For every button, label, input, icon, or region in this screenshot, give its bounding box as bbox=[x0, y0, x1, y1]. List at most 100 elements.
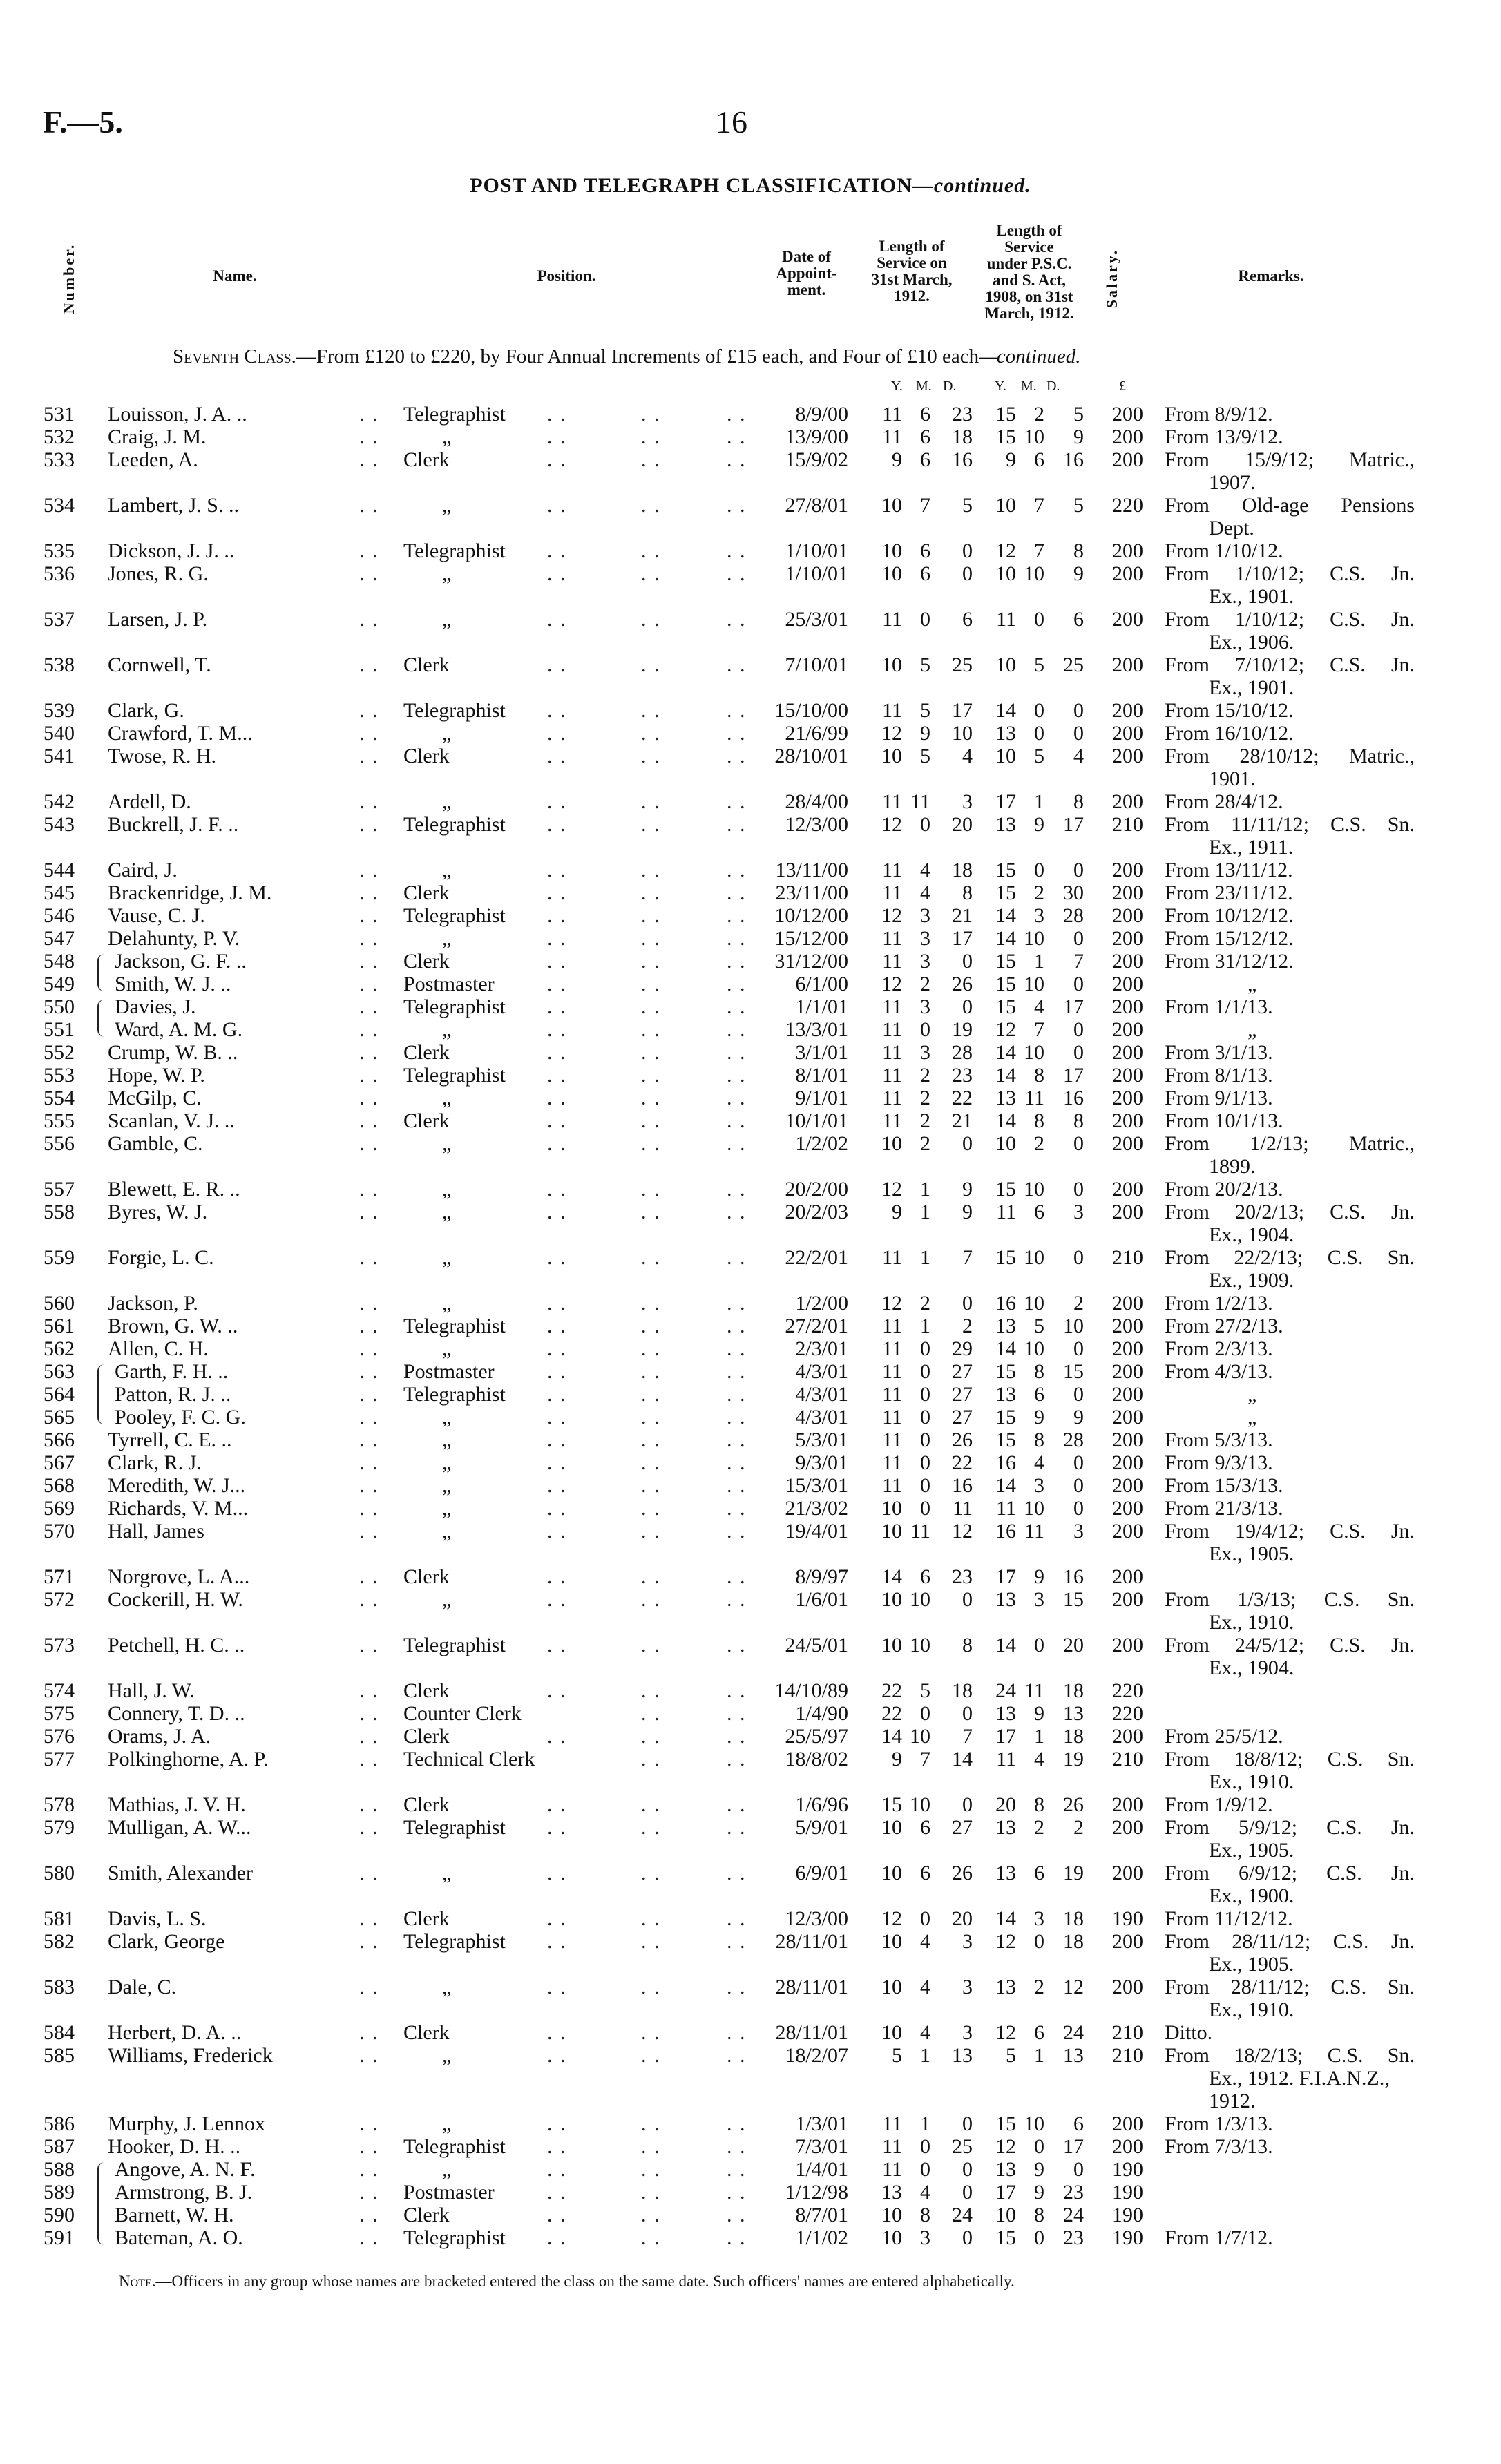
officer-name: Garth, F. H. .. bbox=[115, 1360, 229, 1383]
date-of-appointment: 14/10/89 bbox=[774, 1679, 848, 1702]
table-row: 584 Herbert, D. A. .. Clerk . . . . . . . . 28/… bbox=[0, 2021, 1501, 2044]
position: Clerk bbox=[403, 653, 450, 676]
service-psc-years: 15 bbox=[995, 2226, 1016, 2249]
service-psc-years: 10 bbox=[995, 2204, 1016, 2226]
service-1912-months: 0 bbox=[920, 1360, 930, 1383]
officer-name: McGilp, C. bbox=[108, 1087, 202, 1109]
leader-dots: . . bbox=[547, 790, 567, 813]
leader-dots: . . bbox=[359, 2226, 379, 2249]
row-number: 570 bbox=[44, 1520, 75, 1543]
table-row: 538 Cornwell, T. Clerk . . . . . . . . 7/10/01 1… bbox=[0, 653, 1501, 699]
leader-dots: . . bbox=[359, 2021, 379, 2044]
table-row: 581 Davis, L. S. Clerk . . . . . . . . 12/3/00 1… bbox=[0, 1907, 1501, 1930]
date-of-appointment: 7/10/01 bbox=[785, 653, 848, 676]
leader-dots: . . bbox=[641, 1588, 661, 1611]
service-psc-years: 15 bbox=[995, 1178, 1016, 1201]
leader-dots: . . bbox=[641, 653, 661, 676]
service-1912-years: 11 bbox=[882, 950, 902, 973]
position: „ bbox=[442, 1862, 452, 1884]
position: „ bbox=[442, 1018, 452, 1041]
remarks: From 1/10/12; C.S. Jn. Ex., 1901. bbox=[1165, 562, 1415, 608]
salary: 210 bbox=[1112, 1748, 1143, 1770]
salary: 200 bbox=[1112, 1725, 1143, 1748]
service-1912-days: 16 bbox=[952, 1474, 973, 1497]
remarks-line: From 7/10/12; C.S. Jn. bbox=[1165, 653, 1415, 676]
leader-dots: . . bbox=[359, 1246, 379, 1269]
service-1912-years: 11 bbox=[882, 1337, 902, 1360]
leader-dots: . . bbox=[641, 859, 661, 881]
leader-dots: . . bbox=[641, 813, 661, 836]
service-1912-days: 26 bbox=[952, 1429, 973, 1451]
salary: 200 bbox=[1112, 1132, 1143, 1155]
service-1912-months: 4 bbox=[920, 2181, 930, 2204]
officer-name: Davis, L. S. bbox=[108, 1907, 207, 1930]
service-1912-days: 20 bbox=[952, 813, 973, 836]
date-of-appointment: 31/12/00 bbox=[774, 950, 848, 973]
leader-dots: . . bbox=[547, 2204, 567, 2226]
position: Telegraphist bbox=[403, 904, 506, 927]
service-psc-months: 9 bbox=[1034, 1702, 1044, 1725]
position: „ bbox=[442, 1520, 452, 1543]
service-1912-years: 11 bbox=[882, 1246, 902, 1269]
service-psc-years: 15 bbox=[995, 403, 1016, 426]
service-1912-days: 0 bbox=[962, 950, 973, 973]
leader-dots: . . bbox=[727, 1930, 747, 1953]
remarks: From 15/3/13. bbox=[1165, 1474, 1415, 1497]
row-number: 550 bbox=[44, 995, 75, 1018]
header-line: 1912. bbox=[894, 287, 930, 305]
salary: 200 bbox=[1112, 608, 1143, 631]
service-1912-years: 14 bbox=[881, 1565, 902, 1588]
salary: 190 bbox=[1112, 2226, 1143, 2249]
officer-name: Angove, A. N. F. bbox=[115, 2158, 256, 2181]
remarks: From 1/9/12. bbox=[1165, 1793, 1415, 1816]
salary: 190 bbox=[1112, 2204, 1143, 2226]
service-psc-days: 0 bbox=[1073, 1451, 1084, 1474]
service-1912-months: 0 bbox=[920, 608, 930, 631]
service-psc-months: 5 bbox=[1034, 745, 1044, 767]
leader-dots: . . bbox=[547, 1634, 567, 1656]
row-number: 567 bbox=[44, 1451, 75, 1474]
salary: 200 bbox=[1112, 448, 1143, 471]
salary: 210 bbox=[1112, 2044, 1143, 2067]
service-psc-days: 0 bbox=[1073, 699, 1084, 722]
row-number: 561 bbox=[44, 1315, 75, 1337]
leader-dots: . . bbox=[641, 1930, 661, 1953]
remarks-line: From 1/1/13. bbox=[1165, 995, 1273, 1018]
officer-name: Herbert, D. A. .. bbox=[108, 2021, 242, 2044]
officer-name: Jackson, P. bbox=[108, 1292, 198, 1315]
table-row: 540 Crawford, T. M... „ . . . . . . . . 21/6/99… bbox=[0, 722, 1501, 745]
service-1912-years: 10 bbox=[881, 745, 902, 767]
table-row: 578 Mathias, J. V. H. Clerk . . . . . . . . 1/6… bbox=[0, 1793, 1501, 1816]
salary: 190 bbox=[1112, 1907, 1143, 1930]
leader-dots: . . bbox=[641, 927, 661, 950]
leader-dots: . . bbox=[359, 1679, 379, 1702]
leader-dots: . . bbox=[547, 1725, 567, 1748]
leader-dots: . . bbox=[359, 403, 379, 426]
service-psc-years: 12 bbox=[995, 2021, 1016, 2044]
leader-dots: . . bbox=[547, 2112, 567, 2135]
date-of-appointment: 6/9/01 bbox=[795, 1862, 848, 1884]
leader-dots: . . bbox=[359, 2112, 379, 2135]
remarks-line: From 13/9/12. bbox=[1165, 426, 1283, 448]
leader-dots: . . bbox=[727, 1748, 747, 1770]
salary: 200 bbox=[1112, 1634, 1143, 1656]
leader-dots: . . bbox=[641, 790, 661, 813]
leader-dots: . . bbox=[359, 1907, 379, 1930]
service-1912-days: 25 bbox=[952, 2135, 973, 2158]
leader-dots: . . bbox=[727, 1292, 747, 1315]
service-psc-days: 24 bbox=[1063, 2204, 1084, 2226]
salary: 200 bbox=[1112, 1930, 1143, 1953]
leader-dots: . . bbox=[641, 2158, 661, 2181]
service-1912-months: 0 bbox=[920, 1451, 930, 1474]
officer-name: Williams, Frederick bbox=[108, 2044, 273, 2067]
remarks: From 1/7/12. bbox=[1165, 2226, 1415, 2249]
row-number: 553 bbox=[44, 1064, 75, 1087]
date-of-appointment: 4/3/01 bbox=[795, 1406, 848, 1429]
service-1912-months: 1 bbox=[920, 1315, 930, 1337]
service-1912-months: 5 bbox=[920, 1679, 930, 1702]
remarks-line: From 21/3/13. bbox=[1165, 1497, 1283, 1520]
leader-dots: . . bbox=[727, 1520, 747, 1543]
header-salary: Salary. bbox=[1103, 248, 1120, 309]
date-of-appointment: 15/10/00 bbox=[774, 699, 848, 722]
position: Telegraphist bbox=[403, 2135, 506, 2158]
